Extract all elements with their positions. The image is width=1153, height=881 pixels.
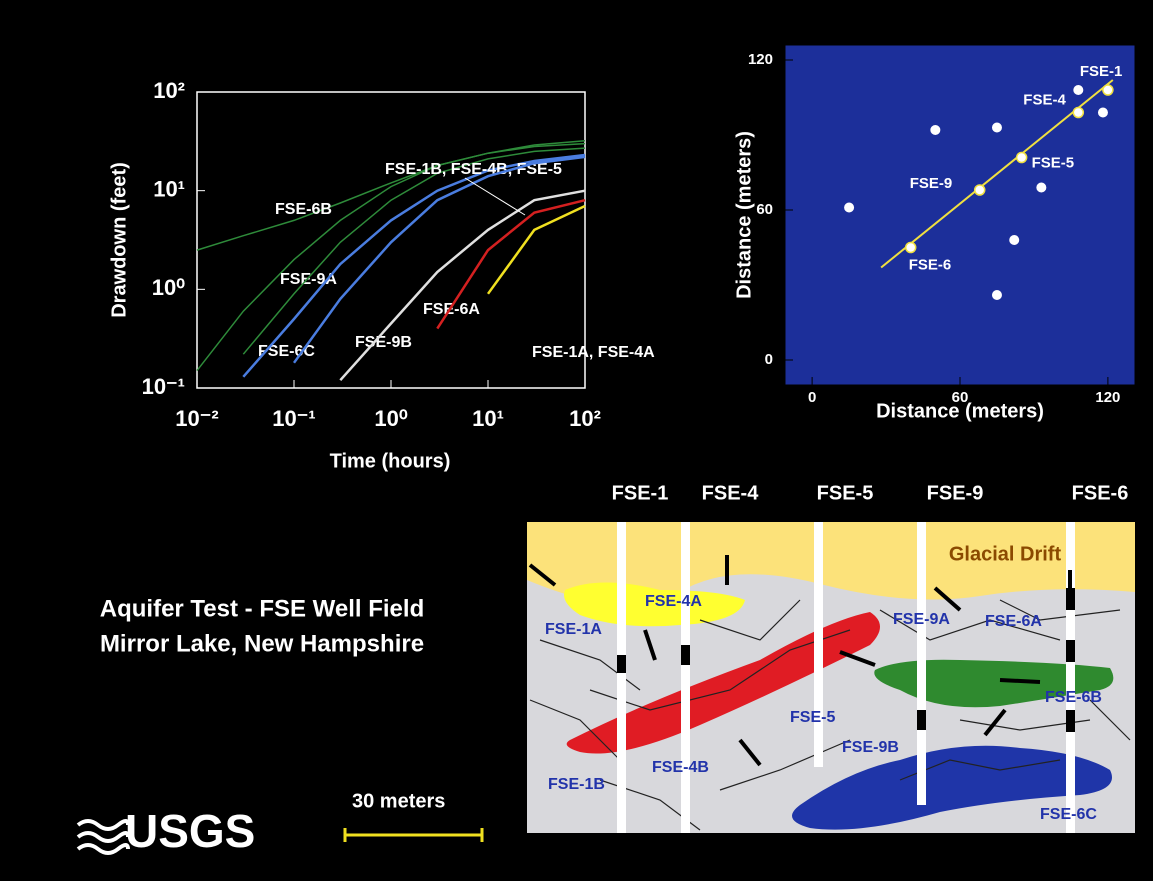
well-label: FSE-1 <box>612 482 669 504</box>
y-tick-label: 10² <box>153 78 185 103</box>
point <box>844 203 854 213</box>
well-label: FSE-9 <box>927 482 984 504</box>
point <box>992 123 1002 133</box>
y-tick-label: 0 <box>765 351 773 368</box>
line <box>243 148 585 354</box>
logo-mark <box>78 821 128 853</box>
leader <box>465 178 525 215</box>
x-tick-label: 120 <box>1095 389 1120 406</box>
series-label: FSE-6A <box>423 301 480 318</box>
x-tick-label: 10¹ <box>472 406 504 431</box>
zone-label: FSE-6B <box>1045 689 1102 706</box>
zone-label: FSE-1B <box>548 776 605 793</box>
y-tick-label: 60 <box>756 201 773 218</box>
point <box>1009 235 1019 245</box>
point <box>906 243 916 253</box>
point-label: FSE-1 <box>1080 63 1123 80</box>
point <box>992 290 1002 300</box>
layer-label: Glacial Drift <box>949 543 1062 565</box>
point <box>1017 153 1027 163</box>
cross-section <box>527 522 1135 833</box>
zone-label: FSE-1A <box>545 621 602 638</box>
series-label: FSE-6B <box>275 201 332 218</box>
x-tick-label: 10⁻¹ <box>272 406 315 431</box>
point <box>1073 85 1083 95</box>
y-tick-label: 120 <box>748 51 773 68</box>
zone-label: FSE-5 <box>790 709 835 726</box>
series-label: FSE-9B <box>355 334 412 351</box>
zone-label: FSE-9B <box>842 739 899 756</box>
well-label: FSE-6 <box>1072 482 1129 504</box>
zone-label: FSE-4A <box>645 593 702 610</box>
zone-label: FSE-9A <box>893 611 950 628</box>
x-tick-label: 10⁻² <box>175 406 218 431</box>
point <box>975 185 985 195</box>
title: Aquifer Test - FSE Well Field <box>100 595 424 622</box>
x-tick-label: 10⁰ <box>374 406 407 431</box>
logo: USGS <box>125 805 255 857</box>
line <box>197 141 585 250</box>
point <box>1103 85 1113 95</box>
x-axis-title: Time (hours) <box>330 450 451 472</box>
x-tick-label: 0 <box>808 389 816 406</box>
well-label: FSE-5 <box>817 482 874 504</box>
point-label: FSE-9 <box>910 175 953 192</box>
scale-bar <box>345 828 482 842</box>
zone-label: FSE-6A <box>985 613 1042 630</box>
zone-label: FSE-6C <box>1040 806 1097 823</box>
title: Mirror Lake, New Hampshire <box>100 630 424 657</box>
series-label: FSE-1A, FSE-4A <box>532 344 655 361</box>
y-axis-title: Distance (meters) <box>733 131 755 299</box>
point <box>930 125 940 135</box>
point-label: FSE-4 <box>1023 91 1066 108</box>
point-label: FSE-5 <box>1032 154 1075 171</box>
point <box>1073 108 1083 118</box>
y-tick-label: 10¹ <box>153 176 185 201</box>
scale-label: 30 meters <box>352 790 445 812</box>
point-label: FSE-6 <box>909 256 952 273</box>
zone-label: FSE-4B <box>652 759 709 776</box>
point <box>1098 108 1108 118</box>
plot-frame <box>785 45 1135 385</box>
y-axis-title: Drawdown (feet) <box>108 162 130 318</box>
line <box>294 157 585 363</box>
y-tick-label: 10⁰ <box>152 275 185 300</box>
x-tick-label: 60 <box>952 389 969 406</box>
point <box>1036 183 1046 193</box>
x-tick-label: 10² <box>569 406 601 431</box>
well-label: FSE-4 <box>702 482 760 504</box>
slide: Drawdown (feet) Time (hours) Distance (m… <box>0 0 1153 881</box>
y-tick-label: 10⁻¹ <box>142 374 185 399</box>
